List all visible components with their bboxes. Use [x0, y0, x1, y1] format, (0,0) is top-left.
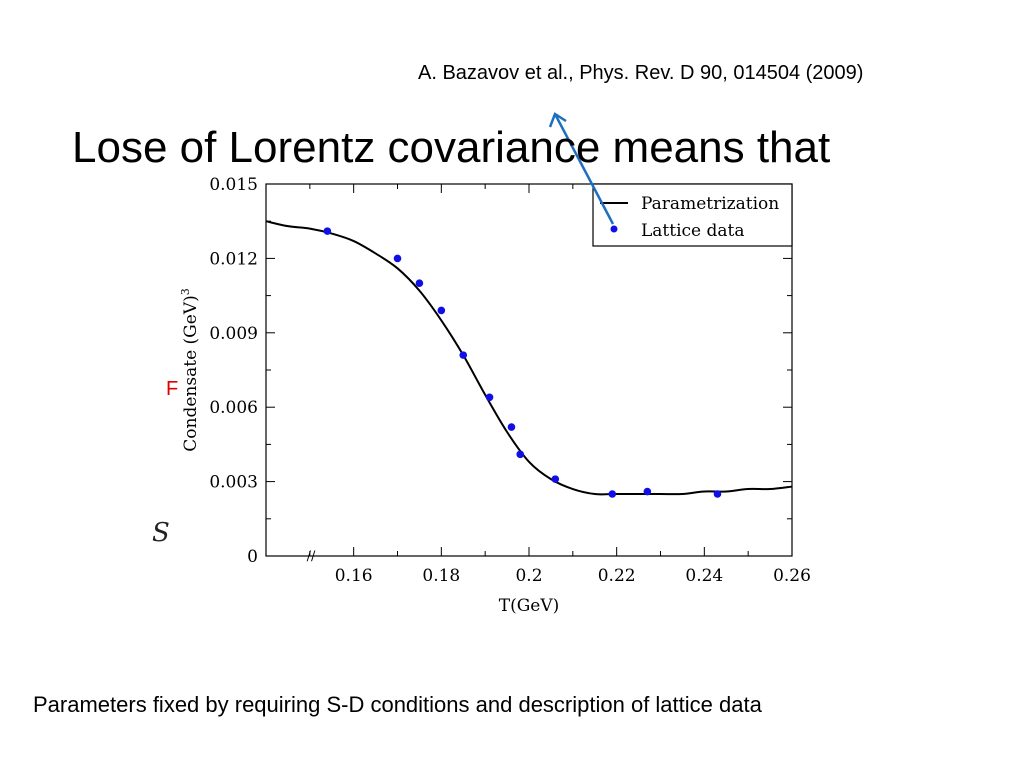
y-tick-label: 0 — [247, 547, 258, 567]
x-tick-labels: 0.16 0.18 0.2 0.22 0.24 0.26 — [335, 566, 811, 586]
y-tick-label: 0.006 — [209, 398, 258, 418]
slide-title: Lose of Lorentz covariance means that — [72, 123, 831, 172]
lattice-data-point — [437, 306, 446, 315]
legend-marker-sample — [610, 225, 618, 233]
lattice-data-point — [323, 227, 332, 235]
lattice-data-point — [516, 450, 525, 459]
x-tick-label: 0.2 — [515, 566, 542, 586]
x-tick-label: 0.16 — [335, 566, 373, 586]
parametrization-curve — [265, 220, 793, 496]
lattice-data-point — [713, 490, 722, 498]
parametrization-layer — [265, 220, 793, 496]
x-tick-label: 0.18 — [422, 566, 460, 586]
legend-box — [592, 183, 793, 247]
lattice-data-point — [459, 351, 468, 359]
y-axis-label-base: Condensate (GeV) — [181, 295, 201, 451]
citation-arrow — [548, 112, 615, 225]
arrow-shaft — [553, 113, 615, 225]
red-text-fragment: F — [166, 378, 179, 400]
lattice-data-point — [608, 490, 617, 498]
x-tick-label: 0.26 — [773, 566, 811, 586]
arrow-head — [548, 112, 567, 128]
y-tick-label: 0.015 — [209, 175, 258, 195]
x-tick-label: 0.22 — [598, 566, 636, 586]
y-axis-label: Condensate (GeV)3 — [179, 288, 201, 451]
y-tick-label: 0.003 — [209, 473, 258, 493]
axis-break-mark: // — [307, 549, 316, 564]
lattice-data-point — [551, 475, 560, 483]
legend-label-parametrization: Parametrization — [641, 194, 779, 214]
lattice-data-point — [485, 393, 494, 402]
legend: Parametrization Lattice data — [592, 183, 793, 247]
x-tick-label: 0.24 — [685, 566, 723, 586]
lattice-data-point — [415, 279, 424, 288]
y-tick-labels: 0 0.003 0.006 0.009 0.012 0.015 — [209, 175, 258, 567]
legend-label-lattice: Lattice data — [641, 221, 745, 241]
x-axis-label: T(GeV) — [499, 596, 560, 616]
lattice-data-point — [393, 254, 402, 263]
y-axis-label-exponent: 3 — [179, 288, 192, 295]
y-tick-label: 0.009 — [209, 324, 258, 344]
lattice-data-layer — [323, 227, 722, 498]
lattice-data-point — [507, 423, 516, 431]
s-symbol-fragment: S — [152, 518, 170, 548]
slide-caption: Parameters fixed by requiring S-D condit… — [33, 692, 762, 717]
lattice-data-point — [643, 487, 652, 496]
y-tick-label: 0.012 — [209, 249, 258, 269]
citation-text: A. Bazavov et al., Phys. Rev. D 90, 0145… — [418, 62, 864, 84]
